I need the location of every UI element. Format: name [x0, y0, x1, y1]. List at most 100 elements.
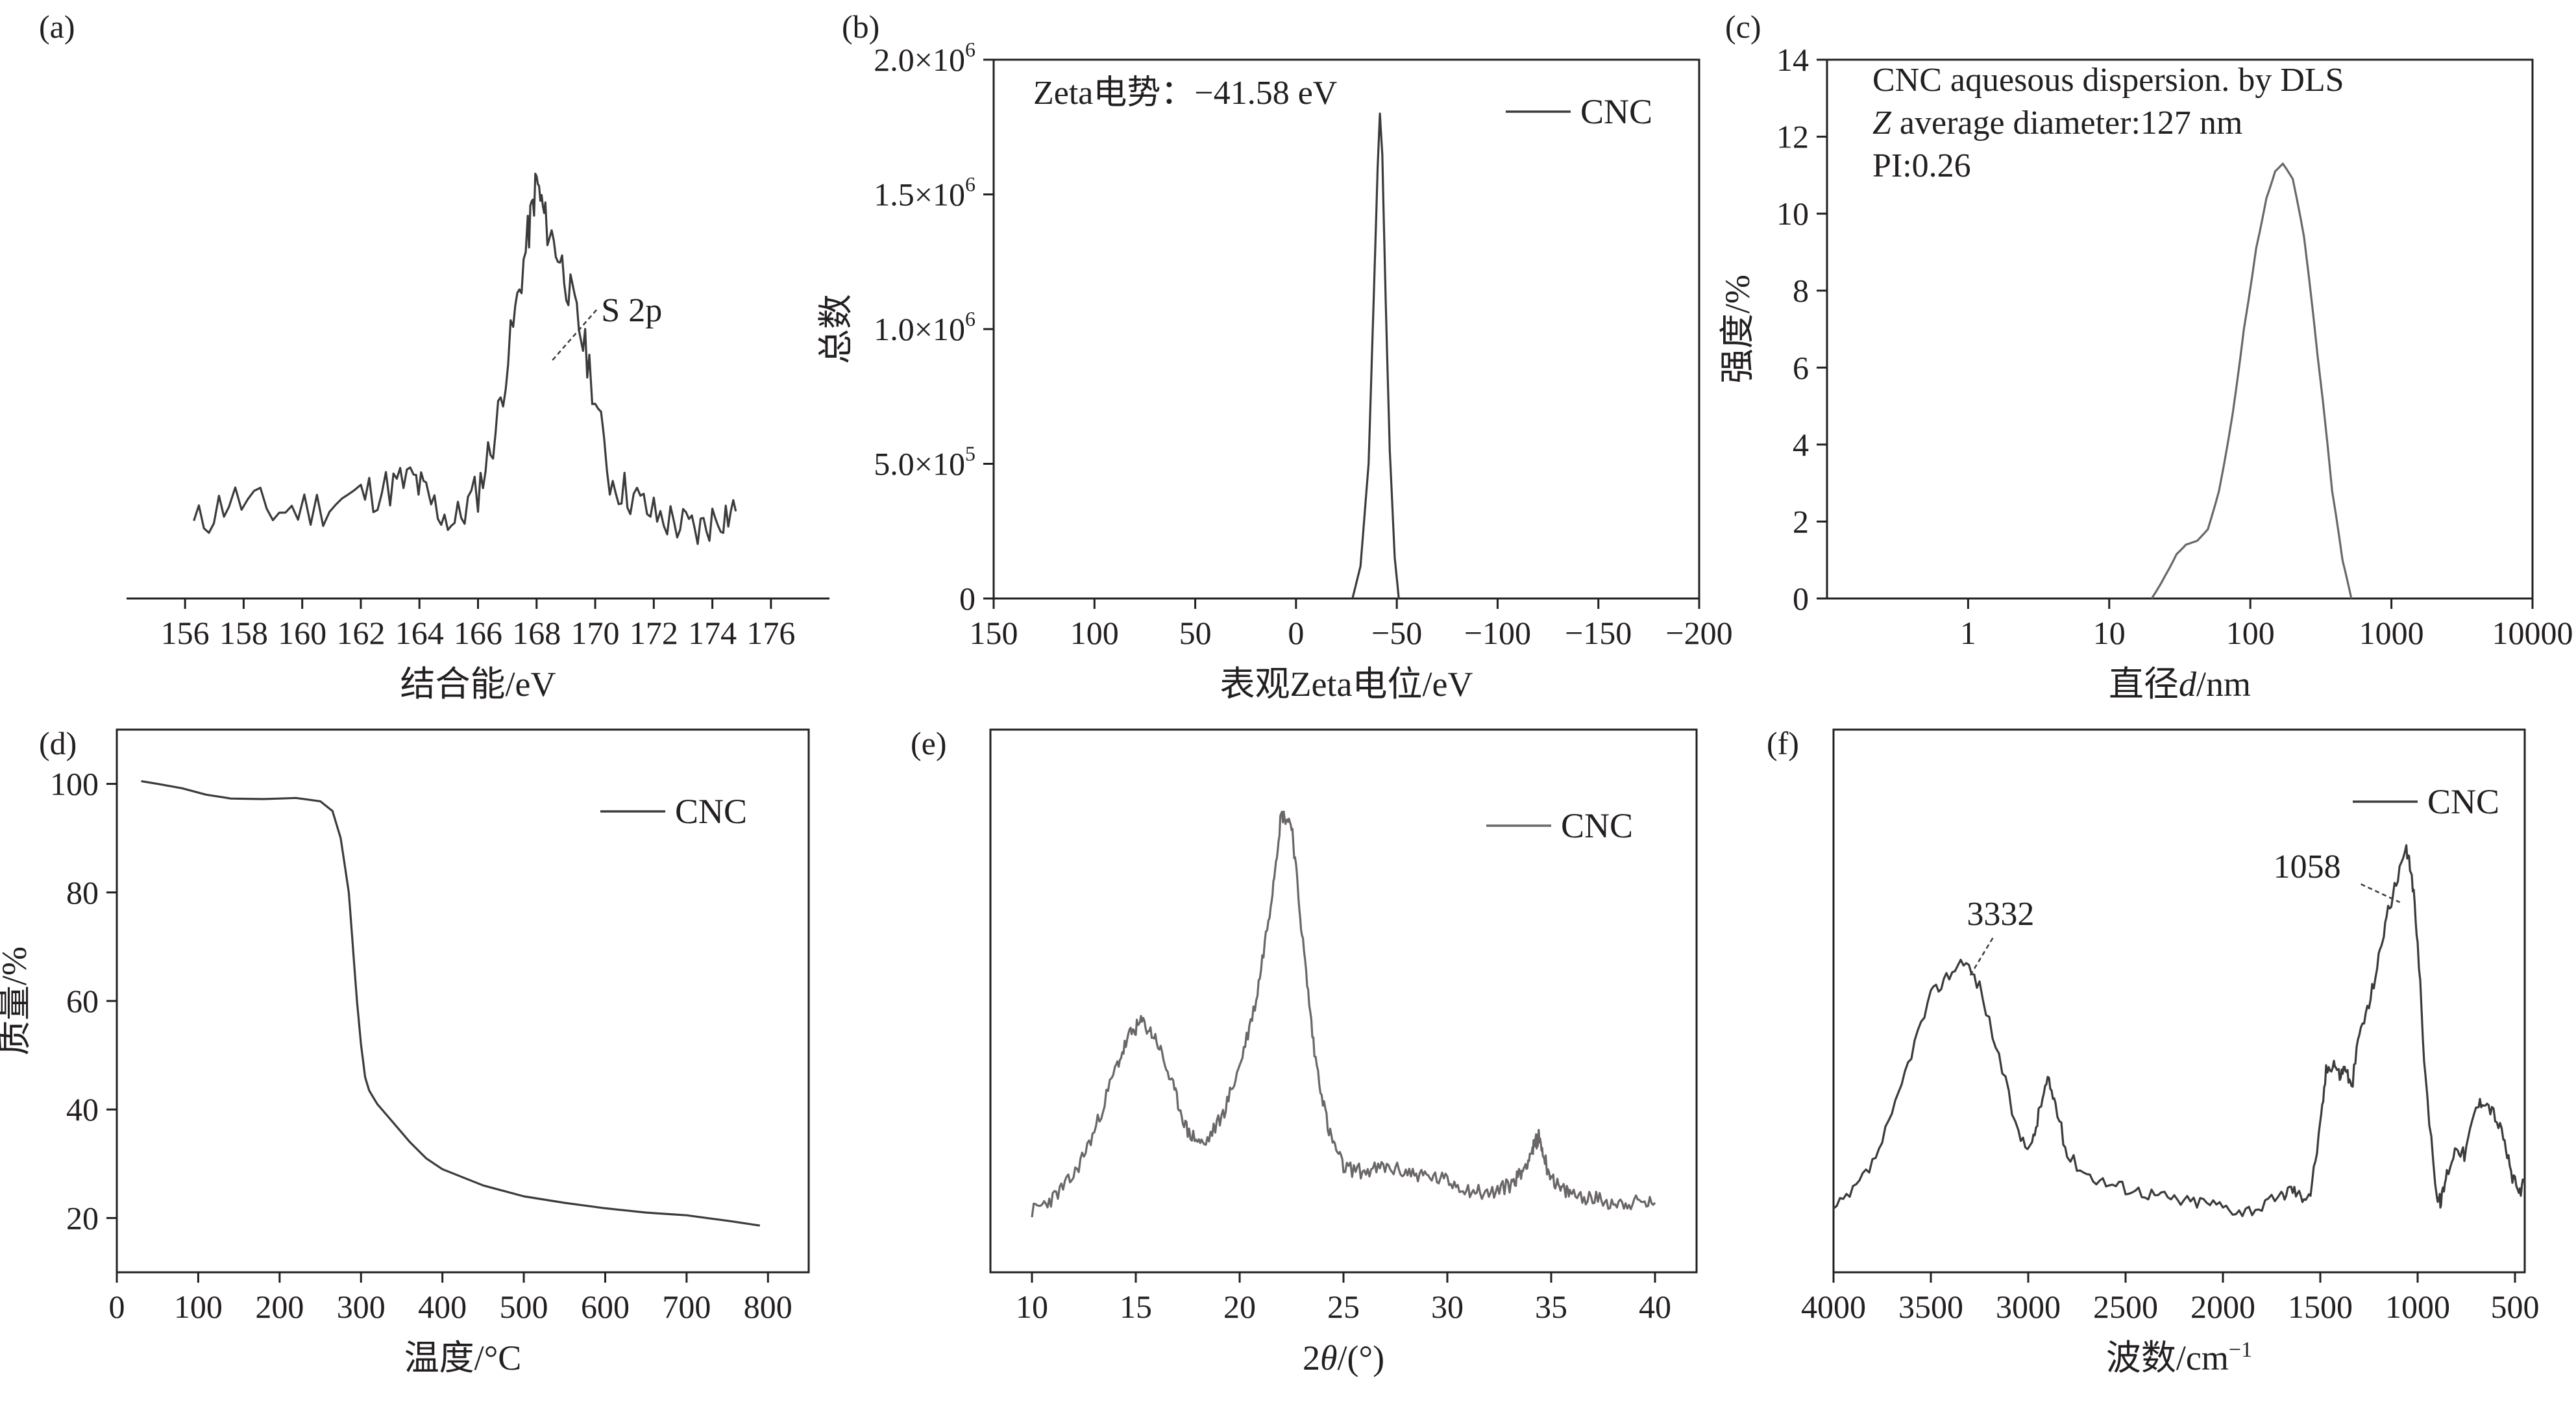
series-line-data: [193, 173, 737, 545]
x-tick-label: 0: [1288, 615, 1304, 651]
x-tick-label: 500: [500, 1289, 548, 1325]
y-axis-title: 强度/%: [1718, 275, 1757, 384]
annotation-arrow-3332: [1969, 937, 1994, 976]
x-tick-label: 166: [454, 615, 502, 651]
panel-label: (d): [39, 725, 77, 761]
x-tick-label: 172: [630, 615, 678, 651]
x-tick-label: 20: [1223, 1289, 1256, 1325]
annotation-z-text: average diameter:127 nm: [1891, 105, 2242, 142]
y-tick-label: 10: [1776, 195, 1809, 232]
annotation-z-prefix: Z: [1872, 105, 1892, 142]
x-tick-label: 200: [255, 1289, 304, 1325]
annotation-s2p: S 2p: [601, 292, 662, 329]
x-tick-label: 176: [746, 615, 795, 651]
x-tick-label: 158: [219, 615, 268, 651]
x-tick-label: −50: [1371, 615, 1422, 651]
x-tick-label: 100: [1070, 615, 1119, 651]
y-tick-mantissa: 1.5×10: [874, 177, 965, 213]
x-tick-label: 1000: [2359, 615, 2424, 651]
y-tick-label: 20: [66, 1200, 99, 1236]
x-tick-label: 50: [1179, 615, 1212, 651]
x-tick-label: 400: [418, 1289, 467, 1325]
x-axis-title: 直径d/nm: [2109, 665, 2251, 704]
y-tick-label: 60: [66, 983, 99, 1019]
annotation-pi: PI:0.26: [1872, 147, 1971, 184]
x-tick-label: 170: [571, 615, 620, 651]
x-axis-title: 温度/°C: [404, 1338, 522, 1377]
x-tick-label: 0: [109, 1289, 125, 1325]
x-axis-title: 结合能/eV: [400, 665, 556, 704]
panel-a: (a) 156 158 160 162 164 166 168 170 172 174 176 结合能/…: [39, 8, 829, 704]
legend: CNC: [1486, 806, 1633, 845]
y-axis-title: 总数: [816, 294, 855, 364]
y-tick-mantissa: 5.0×10: [874, 446, 965, 482]
x-tick-label: 4000: [1801, 1289, 1866, 1325]
x-tick-label: 10000: [2492, 615, 2573, 651]
x-tick-label: −150: [1565, 615, 1632, 651]
x-tick-label: 10: [1016, 1289, 1048, 1325]
x-tick-label: 300: [337, 1289, 386, 1325]
panel-c: (c) 1 10 100 1000 10000 0 2 4 6 8 10 12 14 直径d/nm 强度/% C…: [1718, 8, 2573, 704]
y-tick-label: 1.0×106: [874, 307, 975, 347]
x-tick-label: 40: [1639, 1289, 1671, 1325]
y-tick-label: 2.0×106: [874, 38, 975, 78]
plot-frame: [992, 58, 1700, 600]
x-tick-label: 156: [161, 615, 210, 651]
x-tick-label: 160: [278, 615, 326, 651]
annotation-arrow: [552, 307, 599, 361]
legend-label: CNC: [1561, 806, 1633, 845]
x-axis-title: 波数/cm−1: [2106, 1338, 2252, 1377]
x-tick-label: 10: [2093, 615, 2126, 651]
y-tick-exponent: 6: [965, 38, 975, 61]
panel-label: (c): [1725, 8, 1761, 45]
x-tick-label: −100: [1464, 615, 1531, 651]
y-tick-exponent: 5: [965, 442, 975, 465]
y-tick-label: 100: [50, 766, 99, 802]
annotation-1058: 1058: [2274, 848, 2341, 885]
x-tick-label: 1: [1960, 615, 1976, 651]
x-tick-label: 168: [512, 615, 561, 651]
plot-frame: [1826, 58, 2534, 600]
y-tick-exponent: 6: [965, 173, 975, 196]
x-tick-label: 30: [1431, 1289, 1464, 1325]
plot-frame: [1832, 728, 2526, 1274]
y-tick-mantissa: 2.0×10: [874, 42, 965, 78]
annotation-title: CNC aquesous dispersion. by DLS: [1872, 62, 2344, 99]
x-tick-label: 25: [1327, 1289, 1360, 1325]
x-tick-label: 2000: [2190, 1289, 2255, 1325]
y-tick-label: 6: [1793, 349, 1809, 386]
legend: CNC: [2353, 782, 2499, 821]
y-tick-label: 12: [1776, 119, 1809, 155]
panel-e: (e) 10 15 20 25 30 35 40 CNC 2θ/(°): [911, 725, 1698, 1377]
x-tick-label: 162: [336, 615, 385, 651]
x-tick-label: 800: [744, 1289, 792, 1325]
panel-label: (f): [1767, 725, 1799, 761]
x-tick-label: 164: [395, 615, 444, 651]
series-line-cnc: [1351, 112, 1400, 599]
series-line-cnc: [1833, 844, 2526, 1218]
x-tick-label: 15: [1120, 1289, 1152, 1325]
panel-label: (b): [842, 8, 879, 45]
panel-d: (d) 0 100 200 300 400 500 600 700 800 20 40 60 80 100 C…: [0, 725, 810, 1377]
y-tick-label: 0: [959, 580, 975, 617]
y-tick-mantissa: 0: [959, 580, 975, 617]
x-tick-label: 600: [581, 1289, 630, 1325]
x-tick-label: 3500: [1898, 1289, 1963, 1325]
series-line-cnc: [141, 780, 761, 1227]
y-tick-label: 40: [66, 1091, 99, 1128]
y-tick-label: 2: [1793, 503, 1809, 539]
y-tick-label: 1.5×106: [874, 173, 975, 213]
x-tick-label: 35: [1535, 1289, 1567, 1325]
panel-label: (e): [911, 725, 947, 761]
annotation-3332: 3332: [1967, 896, 2034, 933]
x-tick-label: 1000: [2385, 1289, 2450, 1325]
y-tick-label: 8: [1793, 273, 1809, 309]
x-axis-title: 表观Zeta电位/eV: [1220, 665, 1473, 704]
x-tick-label: −200: [1665, 615, 1732, 651]
x-tick-label: 700: [662, 1289, 711, 1325]
y-tick-label: 5.0×105: [874, 442, 975, 482]
y-tick-mantissa: 1.0×10: [874, 311, 965, 347]
y-tick-label: 80: [66, 874, 99, 911]
panel-label: (a): [39, 8, 75, 45]
x-tick-label: 100: [2226, 615, 2275, 651]
